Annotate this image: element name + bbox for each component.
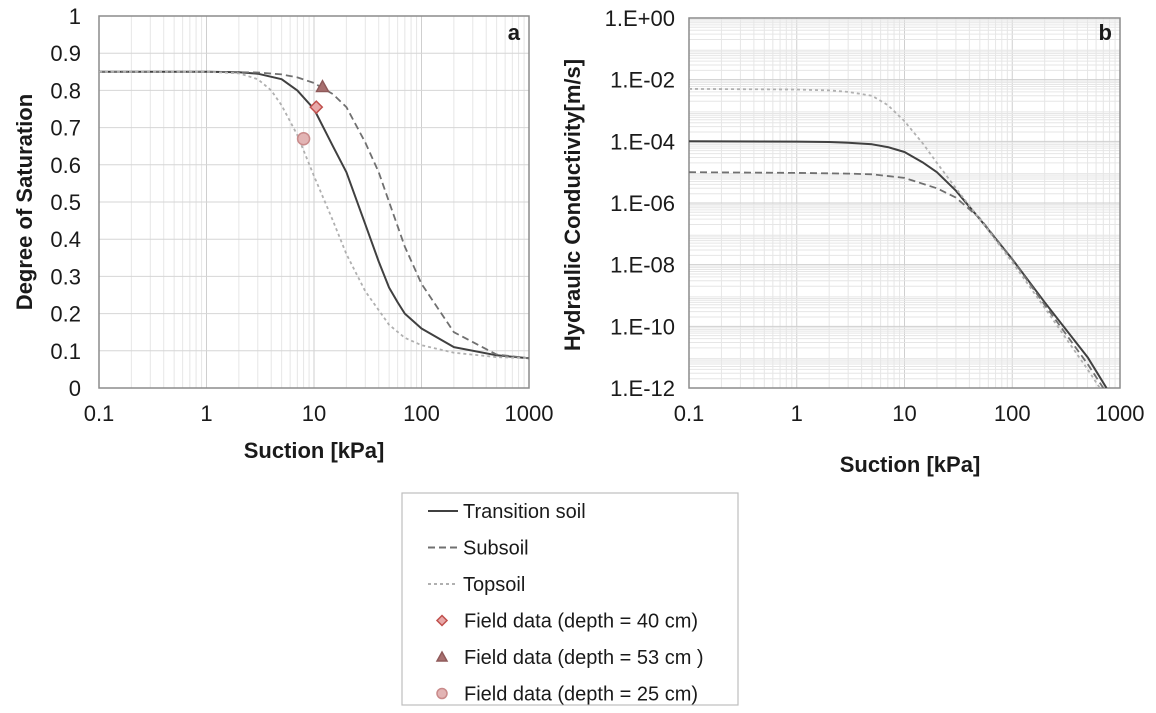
panel-a-series bbox=[99, 70, 529, 360]
legend-swatch-marker bbox=[435, 650, 449, 662]
legend-label: Subsoil bbox=[463, 538, 529, 560]
panel-a-y-tick-label: 0.6 bbox=[50, 153, 81, 178]
legend-swatch-marker bbox=[435, 614, 449, 627]
panel-a-letter: a bbox=[508, 20, 521, 45]
panel-a-marker-field-data-depth-53-cm bbox=[315, 79, 330, 93]
panel-a-x-tick-label: 0.1 bbox=[84, 401, 115, 426]
panel-b-y-tick-label: 1.E-08 bbox=[610, 253, 675, 278]
panel-b-x-tick-label: 10 bbox=[892, 401, 916, 426]
panel-a-y-tick-label: 0.2 bbox=[50, 302, 81, 327]
legend-items: Transition soil Subsoil Topsoil Field data … bbox=[428, 501, 704, 706]
panel-a-y-tick-label: 1 bbox=[69, 4, 81, 29]
panel-a-y-tick-label: 0.9 bbox=[50, 41, 81, 66]
panel-a-y-tick-label: 0.7 bbox=[50, 116, 81, 141]
panel-b-y-tick-label: 1.E-12 bbox=[610, 376, 675, 401]
panel-a-x-axis-title: Suction [kPa] bbox=[244, 438, 385, 463]
panel-a-line-transition-soil bbox=[99, 70, 529, 360]
legend-label: Topsoil bbox=[463, 574, 525, 596]
panel-a-x-tick-label: 1 bbox=[200, 401, 212, 426]
panel-b-y-tick-label: 1.E+00 bbox=[605, 6, 675, 31]
panel-b-series bbox=[689, 88, 1108, 388]
panel-b-letter: b bbox=[1099, 20, 1112, 45]
panel-a-y-tick-label: 0 bbox=[69, 376, 81, 401]
panel-b-grid bbox=[688, 17, 1121, 389]
panel-b-x-axis-title: Suction [kPa] bbox=[840, 452, 981, 477]
panel-a-x-tick-label: 100 bbox=[403, 401, 440, 426]
panel-b-y-tick-label: 1.E-02 bbox=[610, 68, 675, 93]
panel-a-y-tick-label: 0.8 bbox=[50, 78, 81, 103]
panel-b-plot-area bbox=[688, 17, 1121, 389]
panel-b-x-tick-label: 1 bbox=[791, 401, 803, 426]
panel-a-marker-field-data-depth-25-cm bbox=[296, 132, 311, 146]
panel-b-x-tick-label: 0.1 bbox=[674, 401, 705, 426]
legend-label: Field data (depth = 40 cm) bbox=[464, 611, 698, 633]
panel-b-line-topsoil bbox=[689, 88, 1101, 388]
panel-a-x-tick-label: 1000 bbox=[505, 401, 554, 426]
panel-a-line-subsoil bbox=[99, 70, 529, 360]
panel-a-y-axis-title: Degree of Saturation bbox=[12, 94, 37, 310]
legend: Transition soil Subsoil Topsoil Field data … bbox=[401, 492, 739, 706]
panel-b-conductivity-chart: 0.1 1 10 100 1000 1.E-12 1.E-10 1.E-08 1.E-06 1.E… bbox=[560, 6, 1144, 477]
panel-b-ticks: 0.1 1 10 100 1000 1.E-12 1.E-10 1.E-08 1.E-06 1.E… bbox=[605, 6, 1145, 426]
panel-b-y-tick-label: 1.E-06 bbox=[610, 191, 675, 216]
panel-b-x-tick-label: 100 bbox=[994, 401, 1031, 426]
legend-label: Transition soil bbox=[463, 501, 586, 523]
panel-a-y-tick-label: 0.1 bbox=[50, 339, 81, 364]
legend-box bbox=[401, 492, 739, 706]
panel-b-y-tick-label: 1.E-10 bbox=[610, 314, 675, 339]
panel-b-line-transition-soil bbox=[689, 140, 1108, 388]
panel-a-marker-field-data-depth-40-cm bbox=[309, 100, 324, 115]
panel-a-y-tick-label: 0.3 bbox=[50, 264, 81, 289]
panel-a-plot-area bbox=[98, 15, 530, 389]
panel-b-x-tick-label: 1000 bbox=[1096, 401, 1145, 426]
panel-b-line-subsoil bbox=[689, 171, 1105, 388]
panel-b-y-axis-title: Hydraulic Conductivity[m/s] bbox=[560, 59, 585, 351]
panel-b-y-tick-label: 1.E-04 bbox=[610, 129, 675, 154]
panel-a-saturation-chart: 0.1 1 10 100 100000.10.20.30.40.50.60.70.80.… bbox=[12, 4, 553, 463]
legend-label: Field data (depth = 53 cm ) bbox=[464, 647, 704, 669]
legend-label: Field data (depth = 25 cm) bbox=[464, 684, 698, 706]
panel-a-ticks: 0.1 1 10 100 100000.10.20.30.40.50.60.70.80.… bbox=[50, 4, 553, 426]
legend-swatch-marker bbox=[436, 687, 448, 700]
panel-a-y-tick-label: 0.5 bbox=[50, 190, 81, 215]
panel-a-y-tick-label: 0.4 bbox=[50, 227, 81, 252]
panel-a-x-tick-label: 10 bbox=[302, 401, 326, 426]
